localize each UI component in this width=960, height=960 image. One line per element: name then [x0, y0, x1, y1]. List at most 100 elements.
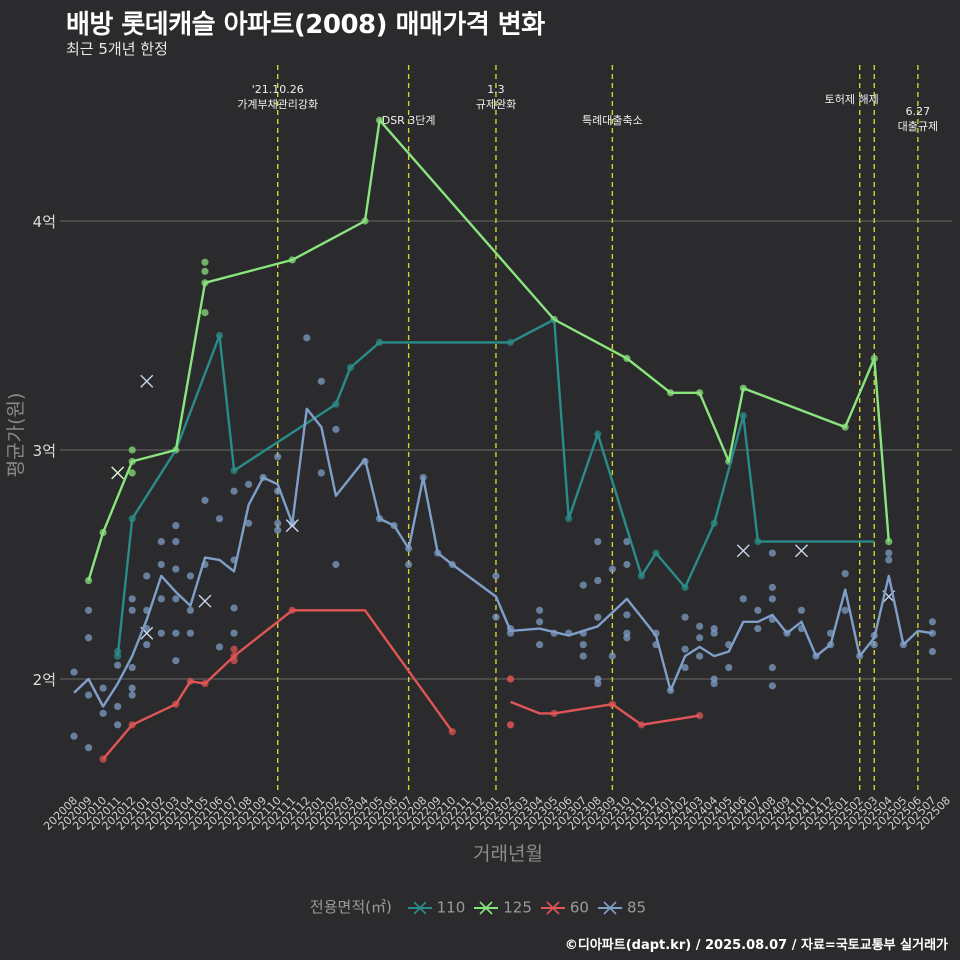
- cross-marker: [285, 519, 299, 533]
- data-point: [245, 519, 253, 527]
- data-point: [594, 675, 602, 683]
- x-tick-labels: 2020082020092020102020112020122021012021…: [41, 794, 953, 833]
- cross-marker: [140, 374, 154, 388]
- legend: 전용면적(㎡) 110 125 60 85: [0, 896, 960, 917]
- data-point: [186, 572, 194, 580]
- data-point: [681, 645, 689, 653]
- legend-label: 60: [569, 898, 589, 917]
- data-point: [128, 469, 136, 477]
- data-point: [172, 521, 180, 530]
- data-point: [172, 595, 180, 603]
- data-point: [99, 684, 107, 692]
- data-point: [84, 744, 93, 752]
- data-point: [84, 606, 93, 614]
- event-label: '21.10.26 가계부채관리강화: [237, 83, 318, 111]
- y-tick-label: 4억: [33, 213, 56, 231]
- data-point: [623, 560, 631, 569]
- data-point: [128, 684, 136, 692]
- event-label: DSR 3단계: [382, 114, 436, 127]
- data-point: [710, 625, 718, 633]
- data-point: [928, 618, 937, 626]
- data-point: [579, 581, 587, 589]
- data-point: [725, 663, 733, 672]
- data-point: [332, 560, 340, 569]
- data-point: [608, 565, 616, 573]
- data-point: [143, 641, 151, 649]
- series-line-60: [102, 609, 454, 760]
- data-point: [536, 641, 544, 649]
- data-point: [536, 606, 544, 614]
- data-point: [172, 538, 180, 546]
- source-caption: ©디아파트(dapt.kr) / 2025.08.07 / 자료=국토교통부 실…: [564, 938, 948, 953]
- data-point: [128, 446, 136, 454]
- y-tick-labels: 2억 3억 4억: [33, 213, 56, 689]
- data-point: [594, 576, 602, 585]
- data-point: [274, 526, 282, 534]
- legend-item-110: 110: [407, 898, 466, 917]
- data-point: [157, 538, 165, 546]
- data-point: [841, 570, 849, 578]
- legend-item-125: 125: [473, 898, 532, 917]
- data-point: [928, 647, 937, 656]
- event-label: 6.27 대출규제: [898, 105, 938, 133]
- data-point: [506, 721, 515, 729]
- data-points: [70, 116, 937, 763]
- data-point: [84, 576, 93, 585]
- data-point: [99, 709, 107, 717]
- series-line-60: [510, 700, 700, 726]
- data-point: [128, 606, 136, 614]
- data-point: [696, 634, 704, 642]
- y-tick-label: 3억: [33, 442, 56, 460]
- cross-marker: [736, 544, 750, 558]
- data-point: [506, 675, 515, 683]
- data-point: [245, 480, 253, 488]
- data-point: [274, 519, 282, 527]
- legend-item-85: 85: [597, 898, 646, 917]
- data-point: [870, 641, 878, 649]
- data-point: [768, 663, 777, 672]
- data-point: [114, 702, 122, 711]
- legend-title: 전용면적(㎡): [309, 898, 392, 916]
- event-label: 토허제 해제: [825, 92, 879, 106]
- legend-label: 125: [503, 898, 532, 917]
- data-point: [841, 606, 849, 614]
- data-point: [157, 629, 165, 637]
- series-line-125: [87, 119, 890, 581]
- legend-label: 85: [626, 898, 647, 917]
- event-lines: [277, 65, 919, 790]
- data-point: [172, 629, 180, 637]
- legend-label: 110: [436, 898, 466, 917]
- chart-subtitle: 최근 5개년 한정: [66, 40, 168, 58]
- data-point: [768, 583, 777, 592]
- data-point: [696, 622, 704, 630]
- data-point: [696, 712, 704, 720]
- data-point: [215, 643, 224, 651]
- data-point: [172, 565, 180, 573]
- data-point: [186, 629, 194, 637]
- data-point: [768, 595, 777, 603]
- legend-item-60: 60: [540, 898, 589, 917]
- data-point: [594, 613, 602, 621]
- data-point: [710, 675, 718, 683]
- data-point: [623, 629, 631, 637]
- data-point: [681, 663, 689, 672]
- legend-key: [474, 901, 499, 915]
- data-point: [317, 377, 325, 385]
- data-point: [143, 572, 151, 580]
- event-label: 1.3 규제완화: [476, 83, 516, 111]
- data-point: [230, 629, 238, 637]
- cross-marker: [111, 466, 125, 480]
- data-point: [536, 618, 544, 626]
- data-point: [201, 267, 209, 275]
- data-point: [230, 604, 238, 612]
- data-point: [70, 668, 78, 676]
- data-point: [230, 487, 238, 495]
- data-point: [70, 732, 78, 740]
- data-point: [579, 652, 587, 660]
- data-point: [492, 572, 500, 580]
- data-point: [754, 606, 762, 614]
- data-point: [274, 453, 282, 461]
- data-point: [317, 469, 325, 477]
- series-line-85: [73, 407, 933, 708]
